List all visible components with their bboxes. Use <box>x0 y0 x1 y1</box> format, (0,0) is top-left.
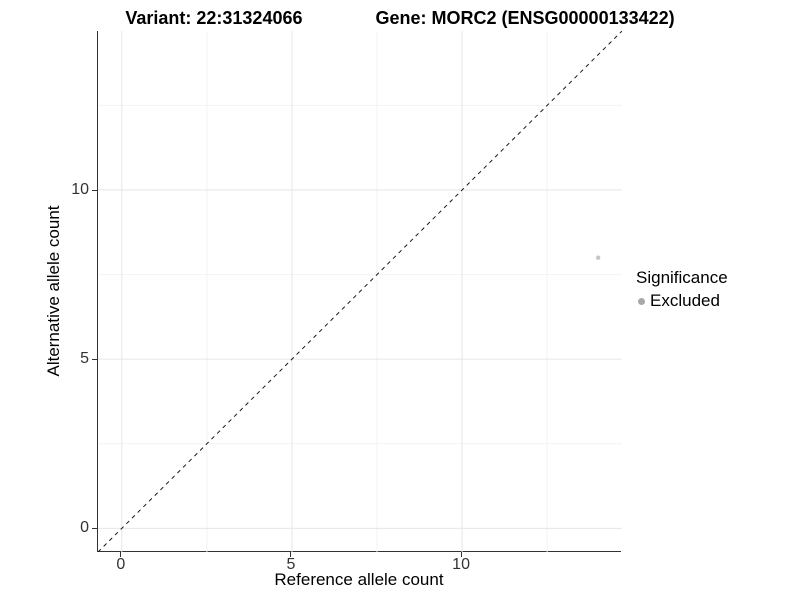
x-tick-mark <box>290 552 292 557</box>
legend-key-dot-icon <box>638 297 645 305</box>
x-tick-mark <box>120 552 122 557</box>
y-axis-title: Alternative allele count <box>44 205 63 377</box>
legend-item: Excluded <box>636 291 728 311</box>
data-point <box>595 255 601 260</box>
x-tick-label: 0 <box>116 556 126 573</box>
plot-title-row: Variant: 22:31324066 Gene: MORC2 (ENSG00… <box>0 8 800 29</box>
y-tick-label: 10 <box>71 181 89 198</box>
x-tick-label: 10 <box>452 556 470 573</box>
legend: Significance Excluded <box>636 268 728 311</box>
gene-title: Gene: MORC2 (ENSG00000133422) <box>375 8 675 28</box>
identity-reference-line <box>98 31 622 552</box>
y-tick-mark <box>92 358 97 360</box>
legend-item-label: Excluded <box>650 291 720 310</box>
legend-title: Significance <box>636 268 728 287</box>
y-tick-mark <box>92 189 97 191</box>
variant-title: Variant: 22:31324066 <box>125 8 303 28</box>
legend-items: Excluded <box>636 291 728 311</box>
x-axis-title: Reference allele count <box>274 570 444 589</box>
plot-panel <box>97 31 622 552</box>
x-tick-label: 5 <box>286 556 296 573</box>
y-tick-label: 5 <box>80 350 89 368</box>
plot-canvas <box>98 31 622 552</box>
y-tick-label: 0 <box>80 519 89 537</box>
x-tick-mark <box>460 552 462 557</box>
y-tick-mark <box>92 527 97 529</box>
